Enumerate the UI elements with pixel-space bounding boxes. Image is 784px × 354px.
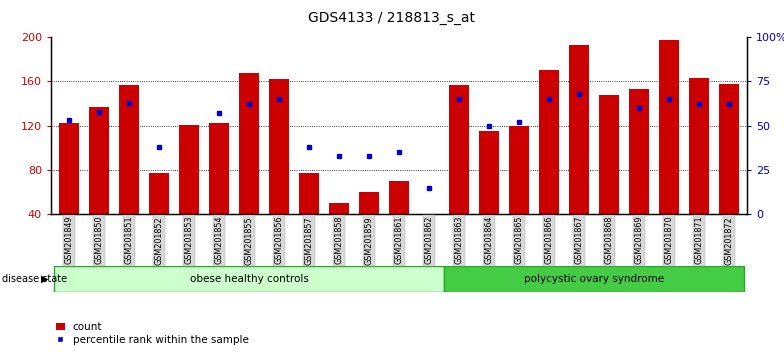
Text: GSM201852: GSM201852 — [154, 216, 164, 264]
Bar — [479, 131, 499, 214]
Bar — [60, 124, 78, 214]
Text: disease state: disease state — [2, 274, 67, 284]
Text: GSM201867: GSM201867 — [575, 216, 583, 264]
Bar — [89, 107, 109, 214]
Text: GSM201861: GSM201861 — [394, 216, 404, 264]
Text: GSM201872: GSM201872 — [724, 216, 734, 264]
Text: ▶: ▶ — [41, 274, 49, 284]
Bar — [449, 85, 469, 214]
Bar — [269, 79, 289, 214]
Text: GSM201850: GSM201850 — [95, 216, 103, 264]
Text: GSM201870: GSM201870 — [665, 216, 673, 264]
Text: GSM201864: GSM201864 — [485, 216, 494, 264]
Text: GDS4133 / 218813_s_at: GDS4133 / 218813_s_at — [308, 11, 476, 25]
Text: GSM201858: GSM201858 — [335, 216, 343, 264]
Bar — [659, 40, 679, 214]
Text: GSM201868: GSM201868 — [604, 216, 614, 264]
Text: GSM201863: GSM201863 — [455, 216, 463, 264]
Bar — [390, 181, 408, 214]
Text: GSM201862: GSM201862 — [425, 216, 434, 264]
Text: GSM201866: GSM201866 — [545, 216, 554, 264]
Bar — [359, 192, 379, 214]
Text: GSM201865: GSM201865 — [514, 216, 524, 264]
Text: GSM201851: GSM201851 — [125, 216, 133, 264]
Text: GSM201853: GSM201853 — [184, 216, 194, 264]
Text: GSM201855: GSM201855 — [245, 216, 253, 264]
Text: GSM201871: GSM201871 — [695, 216, 703, 264]
Bar — [119, 85, 139, 214]
Bar — [54, 266, 444, 292]
Bar — [209, 124, 229, 214]
Bar — [239, 73, 259, 214]
Legend: count, percentile rank within the sample: count, percentile rank within the sample — [56, 322, 249, 345]
Bar — [149, 173, 169, 214]
Bar — [630, 89, 649, 214]
Text: GSM201854: GSM201854 — [215, 216, 223, 264]
Text: GSM201857: GSM201857 — [304, 216, 314, 264]
Bar — [180, 125, 199, 214]
Bar — [444, 266, 744, 292]
Text: GSM201856: GSM201856 — [274, 216, 284, 264]
Text: GSM201859: GSM201859 — [365, 216, 373, 264]
Bar — [720, 84, 739, 214]
Bar — [689, 78, 709, 214]
Text: polycystic ovary syndrome: polycystic ovary syndrome — [524, 274, 664, 284]
Bar — [569, 45, 589, 214]
Bar — [599, 95, 619, 214]
Text: GSM201849: GSM201849 — [64, 216, 74, 264]
Bar — [539, 70, 559, 214]
Bar — [299, 173, 319, 214]
Text: GSM201869: GSM201869 — [634, 216, 644, 264]
Text: obese healthy controls: obese healthy controls — [190, 274, 308, 284]
Bar — [510, 126, 529, 214]
Bar — [329, 203, 349, 214]
